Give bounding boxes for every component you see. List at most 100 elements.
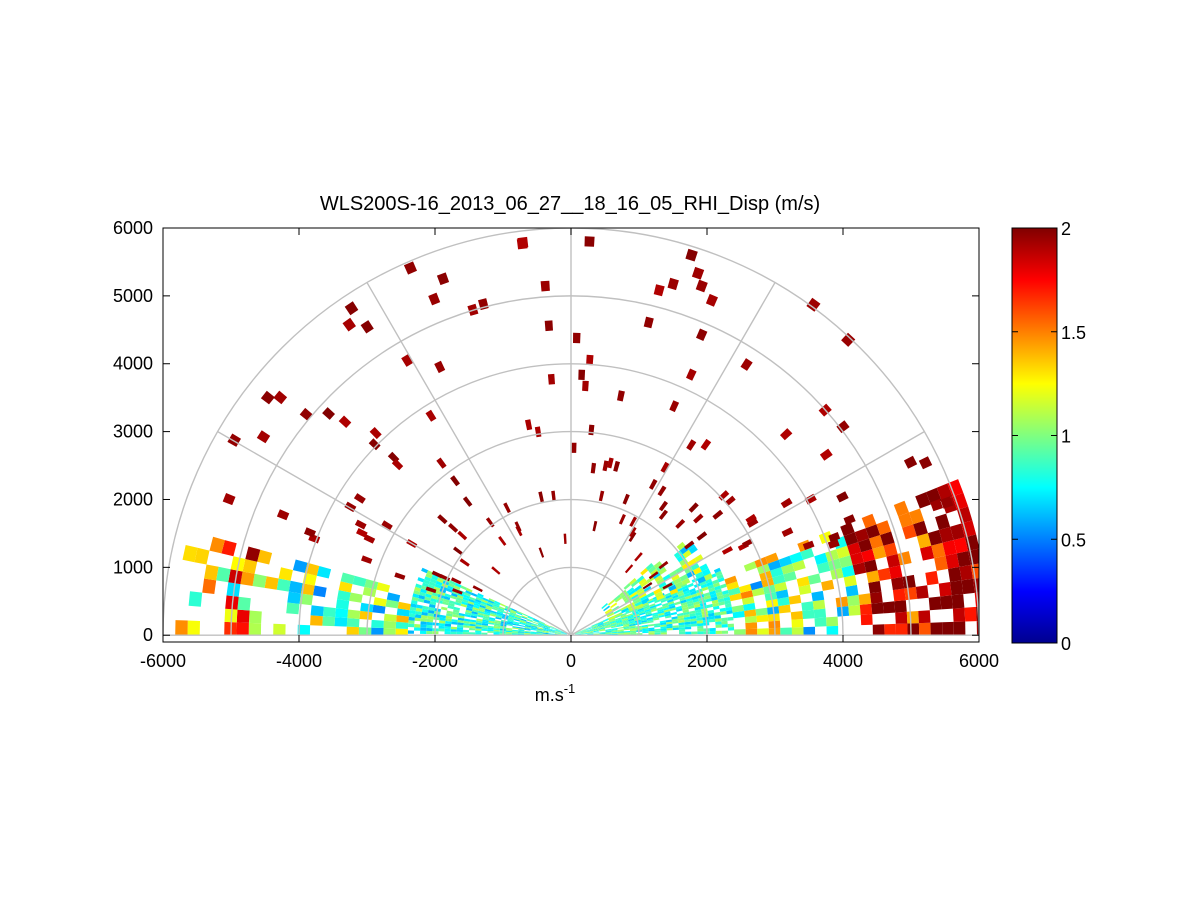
data-cell [690,590,697,596]
data-cell [493,626,501,629]
data-cell [581,633,588,635]
data-cell [645,563,654,571]
data-cell [462,596,470,601]
data-cell [623,631,631,633]
data-cell [667,598,674,603]
data-cell [658,567,667,575]
data-cell [669,605,676,609]
data-cell [647,599,655,604]
data-cell [450,631,457,635]
data-cell [452,588,463,595]
data-cell [774,581,788,592]
data-cell [573,332,581,344]
data-cell [522,613,529,617]
data-cell [466,607,473,612]
data-cell [691,631,698,635]
data-cell [660,624,667,627]
data-cell [650,568,659,577]
data-cell [429,603,436,609]
data-cell [608,599,615,606]
data-cell [622,593,630,600]
data-cell [428,292,441,306]
data-cell [356,528,368,538]
data-cell [469,632,476,635]
data-cell [825,549,839,562]
data-cell [450,595,457,600]
data-cell [525,622,532,625]
data-cell [638,592,647,599]
data-cell [561,632,568,635]
data-cell [335,599,350,610]
data-cell [561,632,568,635]
data-cell [574,631,581,634]
data-cell [745,513,757,524]
data-cell [538,622,545,626]
data-cell [615,617,622,621]
data-cell [672,625,679,628]
data-cell [646,617,653,621]
data-cell [560,633,567,635]
colorbar-tick-label: 0 [1061,634,1071,654]
data-cell [401,354,414,367]
data-cell [700,438,712,451]
data-cell [685,595,692,600]
data-cell [542,629,549,632]
data-cell [477,593,484,598]
data-cell [624,633,631,635]
data-cell [622,493,630,505]
data-cell [554,633,561,635]
data-cell [931,542,946,559]
data-cell [683,614,690,618]
data-cell [493,629,500,632]
data-cell [656,606,664,611]
data-cell [858,593,872,605]
data-cell [524,632,531,634]
data-cell [658,614,665,618]
data-cell [411,596,419,602]
data-cell [692,567,702,575]
data-cell [617,624,624,627]
data-cell [444,593,452,598]
data-cell [744,615,757,623]
data-cell [818,531,833,544]
data-cell [416,604,423,609]
data-cell [482,619,489,623]
data-cell [555,630,562,633]
data-cell [692,598,700,603]
data-cell [680,601,688,606]
data-cell [638,578,647,585]
data-cell [658,500,668,512]
data-cell [410,603,417,608]
data-cell [598,626,605,629]
data-cell [409,610,416,615]
data-cell [610,624,617,627]
data-cell [790,611,803,620]
data-cell [689,615,697,620]
data-cell [629,516,637,527]
data-cell [622,622,629,625]
data-cell [471,611,478,615]
data-cell [383,620,397,629]
data-cell [699,580,707,586]
data-cell [496,612,503,616]
data-cell [475,630,482,633]
data-cell [920,545,935,561]
data-cell [621,607,629,613]
data-cell [490,612,497,616]
data-cell [346,618,360,628]
data-cell [344,301,359,316]
data-cell [561,631,568,634]
data-cell [484,610,491,614]
data-cell [640,616,647,620]
data-cell [310,615,323,626]
data-cell [676,554,686,563]
data-cell [420,588,427,594]
data-cell [414,586,421,592]
data-cell [671,616,678,620]
data-cell [395,621,409,629]
data-cell [581,632,588,634]
data-cell [613,594,621,601]
data-cell [447,605,455,610]
data-cell [902,574,916,589]
data-cell [671,592,678,597]
